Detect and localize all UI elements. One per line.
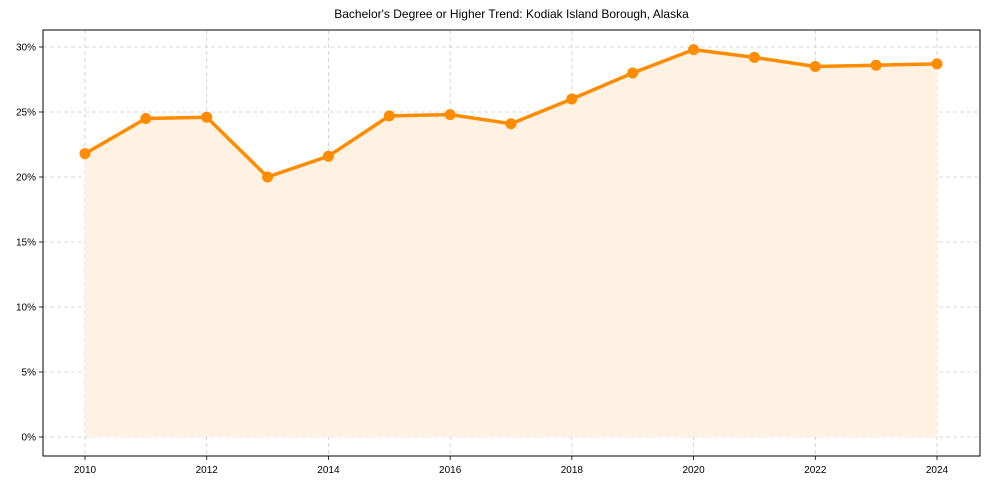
y-tick-label: 25%	[16, 108, 36, 119]
data-point	[444, 109, 456, 121]
data-point	[627, 67, 639, 79]
data-point	[383, 110, 395, 122]
y-tick-label: 10%	[16, 303, 36, 314]
data-point	[566, 93, 578, 105]
y-tick-label: 30%	[16, 43, 36, 54]
data-point	[262, 171, 274, 183]
y-tick-label: 20%	[16, 173, 36, 184]
data-point	[931, 58, 943, 70]
plot-frame	[42, 29, 981, 457]
data-point	[201, 111, 213, 123]
y-axis: 0% 5% 10% 15% 20% 25% 30%	[16, 43, 43, 444]
y-tick-label: 5%	[22, 368, 37, 379]
area-fill	[85, 49, 937, 437]
data-point	[688, 44, 700, 56]
data-point	[748, 51, 760, 63]
x-tick-label: 2018	[561, 465, 584, 476]
data-point	[809, 61, 821, 72]
data-point	[870, 59, 882, 71]
data-point	[140, 113, 152, 124]
data-point	[505, 118, 517, 130]
x-tick-label: 2020	[682, 465, 705, 476]
y-tick-label: 0%	[22, 433, 37, 444]
y-tick-label: 15%	[16, 238, 36, 249]
x-tick-label: 2010	[74, 465, 97, 476]
x-tick-label: 2012	[196, 465, 219, 476]
data-markers	[79, 44, 943, 183]
x-axis: 2010 2012 2014 2016 2018 2020 2022 2024	[74, 456, 949, 476]
data-point	[322, 150, 334, 162]
x-tick-label: 2014	[317, 465, 340, 476]
chart-title: Bachelor's Degree or Higher Trend: Kodia…	[334, 7, 689, 21]
x-tick-label: 2022	[804, 465, 827, 476]
x-tick-label: 2024	[926, 465, 949, 476]
data-point	[79, 148, 91, 160]
x-tick-label: 2016	[439, 465, 462, 476]
